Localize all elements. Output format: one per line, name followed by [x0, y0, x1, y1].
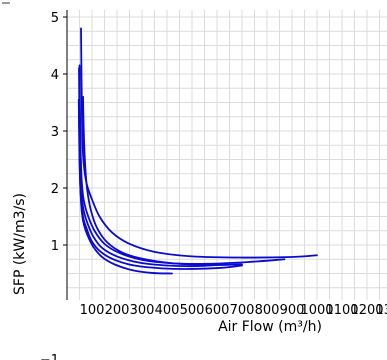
y-tick-label: 5	[51, 11, 59, 26]
y-axis-label: SFP (kW/m3/s)	[12, 193, 28, 295]
x-tick-label: 1000	[300, 303, 333, 318]
x-tick-label: 100	[80, 303, 105, 318]
series-line	[78, 101, 173, 275]
data-series	[77, 27, 318, 275]
y-tick-label: 1	[51, 239, 59, 254]
x-tick-label: 200	[105, 303, 130, 318]
axes	[63, 10, 68, 300]
series-line	[82, 95, 243, 266]
x-tick-label: 300	[130, 303, 155, 318]
x-tick-label: 700	[230, 303, 255, 318]
x-tick-label: 1300	[375, 303, 387, 318]
y-tick-label: 3	[51, 125, 59, 140]
y-tick-label: 2	[51, 182, 59, 197]
grid-lines	[67, 10, 387, 300]
x-tick-label: 900	[280, 303, 305, 318]
corner-mark	[2, 2, 10, 4]
x-tick-label: 800	[255, 303, 280, 318]
x-axis-label: Air Flow (m³/h)	[218, 319, 322, 335]
series-line	[78, 64, 286, 265]
x-tick-label: 400	[155, 303, 180, 318]
y-tick-label: 4	[51, 68, 59, 83]
series-line	[80, 27, 318, 259]
tick-labels: −1 1 2 3 4 5 100200300400500600700800900100011…	[40, 11, 387, 360]
x-tick-label: 600	[205, 303, 230, 318]
x-tick-label: 1100	[325, 303, 358, 318]
x-tick-label: 1200	[350, 303, 383, 318]
y-tick-label: −1	[40, 353, 59, 360]
x-tick-label: 500	[180, 303, 205, 318]
